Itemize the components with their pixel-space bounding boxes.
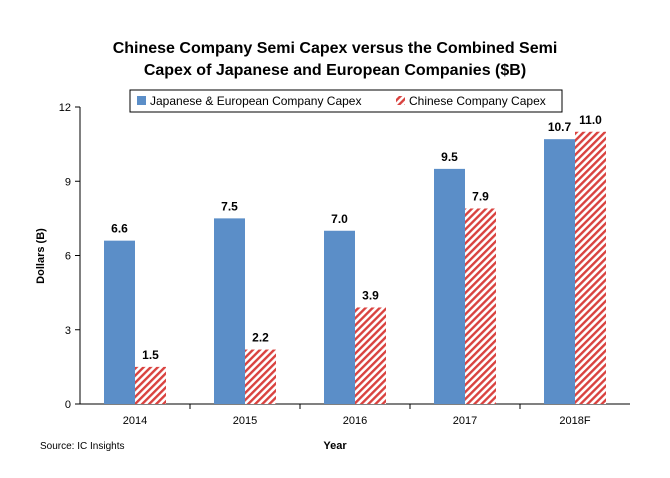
x-tick-label: 2018F bbox=[559, 415, 590, 427]
bar-japanese-european bbox=[324, 230, 355, 404]
y-tick-label: 12 bbox=[59, 102, 71, 114]
y-tick-label: 9 bbox=[65, 176, 71, 188]
legend-label-japanese-european: Japanese & European Company Capex bbox=[150, 94, 361, 108]
data-label: 9.5 bbox=[441, 150, 458, 164]
plot-area: 0 3 6 9 12 2014 6.6 1.5 2015 7.5 2.2 2016 7.0 3.9 2017… bbox=[59, 102, 630, 427]
bar-chinese bbox=[355, 307, 386, 404]
data-label: 7.5 bbox=[221, 199, 238, 213]
data-label: 3.9 bbox=[362, 288, 379, 302]
bar-chinese bbox=[465, 208, 496, 404]
data-label: 1.5 bbox=[142, 348, 159, 362]
x-tick-label: 2014 bbox=[123, 415, 147, 427]
legend-label-chinese: Chinese Company Capex bbox=[409, 94, 546, 108]
legend-box bbox=[129, 89, 563, 113]
bar-chinese bbox=[575, 131, 606, 404]
bar-japanese-european bbox=[214, 218, 245, 404]
legend-swatch-japanese-european bbox=[137, 96, 146, 105]
data-label: 7.0 bbox=[331, 212, 348, 226]
legend: Japanese & European Company Capex Chines… bbox=[129, 89, 563, 113]
source-note: Source: IC Insights bbox=[40, 441, 124, 452]
y-tick-label: 6 bbox=[65, 251, 71, 263]
y-axis-title: Dollars (B) bbox=[35, 228, 47, 284]
y-tick-label: 3 bbox=[65, 325, 71, 337]
bar-japanese-european bbox=[434, 168, 465, 404]
data-label: 6.6 bbox=[111, 222, 128, 236]
y-tick-label: 0 bbox=[65, 399, 71, 411]
x-tick-label: 2016 bbox=[343, 415, 367, 427]
chart-title-line-2: Capex of Japanese and European Companies… bbox=[144, 62, 526, 79]
bar-chinese bbox=[135, 366, 166, 404]
bar-chinese bbox=[245, 349, 276, 404]
chart-title-line-1: Chinese Company Semi Capex versus the Co… bbox=[113, 40, 558, 57]
x-tick-label: 2017 bbox=[453, 415, 477, 427]
bar-japanese-european bbox=[104, 240, 135, 404]
legend-swatch-chinese bbox=[396, 96, 405, 105]
data-label: 11.0 bbox=[579, 113, 602, 127]
data-label: 2.2 bbox=[252, 331, 269, 345]
x-tick-label: 2015 bbox=[233, 415, 257, 427]
data-label: 10.7 bbox=[548, 120, 572, 134]
x-axis-title: Year bbox=[323, 440, 347, 452]
data-label: 7.9 bbox=[472, 189, 489, 203]
bar-japanese-european bbox=[544, 139, 575, 405]
